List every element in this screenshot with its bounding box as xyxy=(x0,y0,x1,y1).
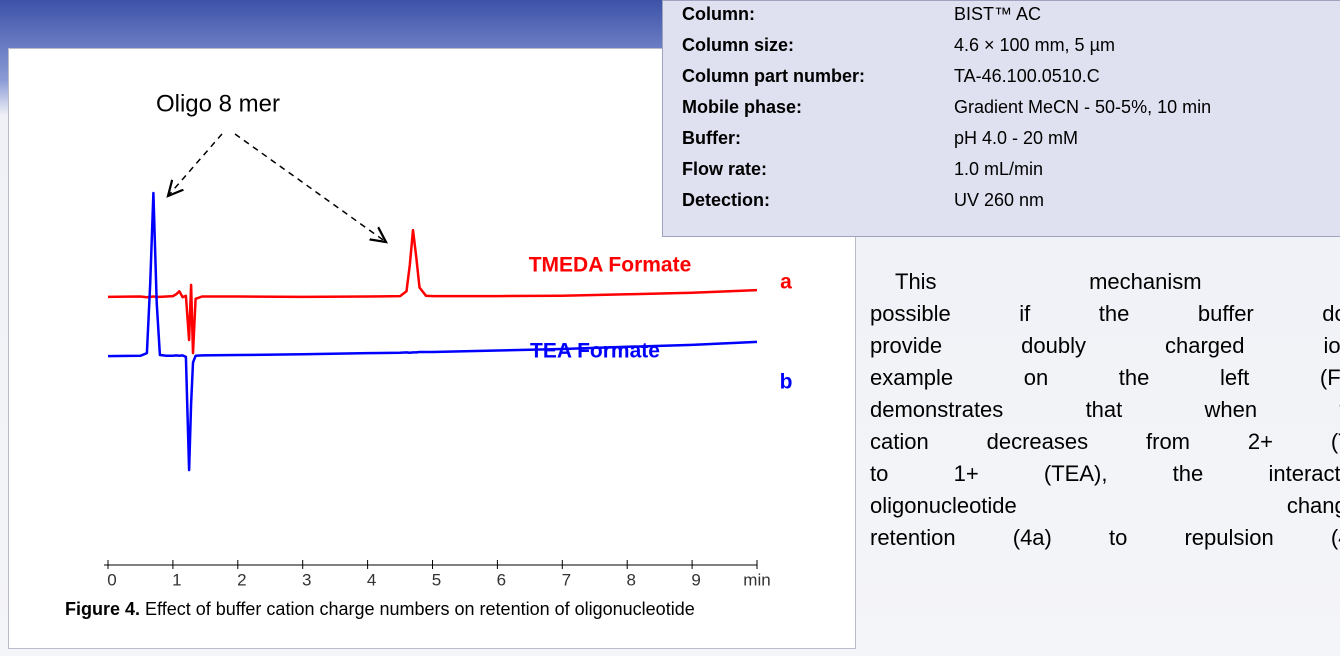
paragraph-line: possible if the buffer does xyxy=(870,301,1340,326)
x-tick-label: 6 xyxy=(497,570,506,589)
paragraph-line: to 1+ (TEA), the interaction xyxy=(870,461,1340,486)
condition-key: Mobile phase: xyxy=(682,97,803,117)
condition-row: Mobile phase: Gradient MeCN - 50-5%, 10 m… xyxy=(682,97,1211,118)
series-label: b xyxy=(780,371,793,394)
condition-row: Flow rate: 1.0 mL/min xyxy=(682,159,1043,180)
caption-label: Figure 4. xyxy=(65,599,141,619)
condition-value: UV 260 nm xyxy=(954,190,1045,210)
condition-row: Column: BIST™ AC xyxy=(682,4,1041,25)
paragraph-line: demonstrates that when the xyxy=(870,397,1340,422)
x-tick-label: 7 xyxy=(562,570,571,589)
series-label: a xyxy=(780,271,792,294)
condition-value: BIST™ AC xyxy=(954,4,1042,24)
condition-row: Column part number: TA-46.100.0510.C xyxy=(682,66,1100,87)
x-tick-label: 8 xyxy=(626,570,635,589)
paragraph: This mechanism is possible if the buffer … xyxy=(870,266,1340,554)
x-tick-label: min xyxy=(743,570,770,589)
condition-value: Gradient MeCN - 50-5%, 10 min xyxy=(954,97,1212,117)
paragraph-line: provide doubly charged ions. xyxy=(870,333,1340,358)
condition-key: Flow rate: xyxy=(682,159,768,179)
x-tick-label: 0 xyxy=(107,570,116,589)
series-name: TEA Formate xyxy=(530,340,660,363)
arrow xyxy=(168,133,223,196)
series-name: TMEDA Formate xyxy=(529,254,692,277)
caption-text: Effect of buffer cation charge numbers o… xyxy=(145,599,695,619)
x-tick-label: 5 xyxy=(432,570,441,589)
condition-key: Detection: xyxy=(682,190,771,210)
trace xyxy=(107,228,758,355)
paragraph-line: This mechanism is xyxy=(895,269,1340,294)
condition-row: Column size: 4.6 × 100 mm, 5 µm xyxy=(682,35,1115,56)
caption: Figure 4. Effect of buffer cation charge … xyxy=(65,597,835,622)
x-tick-label: 2 xyxy=(237,570,246,589)
x-tick-label: 9 xyxy=(691,570,700,589)
conditions-box: Column: BIST™ AC Column size: 4.6 × 100 mm,… xyxy=(662,0,1340,237)
paragraph-line: example on the left (Figu xyxy=(870,365,1340,390)
condition-key: Column part number: xyxy=(682,66,865,86)
condition-key: Buffer: xyxy=(682,128,741,148)
paragraph-line: oligonucleotide changes xyxy=(870,493,1340,518)
condition-value: TA-46.100.0510.C xyxy=(954,66,1100,86)
condition-value: 4.6 × 100 mm, 5 µm xyxy=(954,35,1115,55)
x-tick-label: 1 xyxy=(172,570,181,589)
condition-key: Column size: xyxy=(682,35,795,55)
trace xyxy=(107,191,758,472)
paragraph-line: retention (4a) to repulsion (4b) xyxy=(870,525,1340,550)
arrow xyxy=(234,133,386,242)
x-tick-label: 3 xyxy=(302,570,311,589)
x-tick-label: 4 xyxy=(367,570,376,589)
condition-row: Buffer: pH 4.0 - 20 mM xyxy=(682,128,1078,149)
condition-key: Column: xyxy=(682,4,755,24)
paragraph-line: cation decreases from 2+ (TM xyxy=(870,429,1340,454)
condition-row: Detection: UV 260 nm xyxy=(682,190,1044,211)
condition-value: pH 4.0 - 20 mM xyxy=(954,128,1079,148)
condition-value: 1.0 mL/min xyxy=(954,159,1044,179)
annotation: Oligo 8 mer xyxy=(156,90,280,117)
